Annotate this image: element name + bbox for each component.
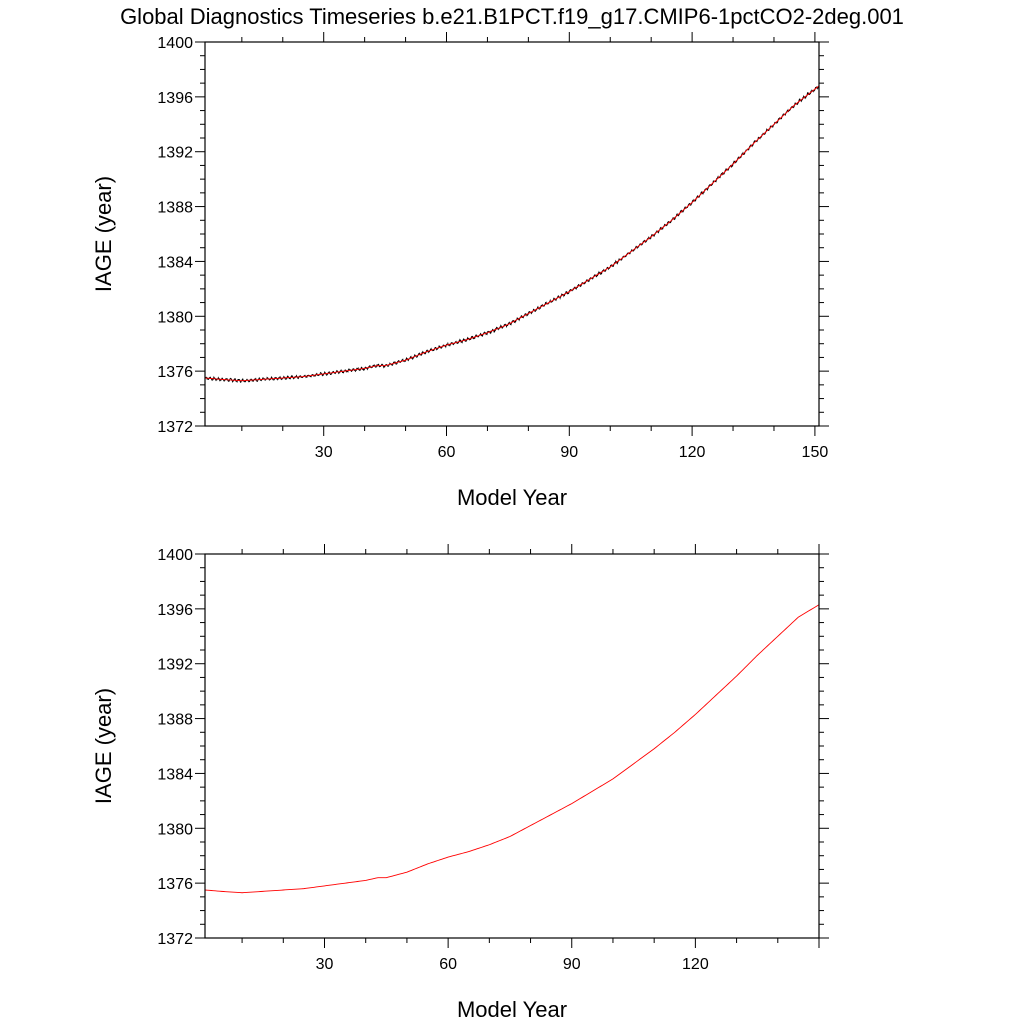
- bottom-y-tick-label: 1384: [157, 766, 193, 783]
- top-series-line-0: [204, 85, 820, 382]
- top-x-tick-label: 120: [679, 444, 706, 461]
- chart-title: Global Diagnostics Timeseries b.e21.B1PC…: [120, 4, 904, 29]
- bottom-y-tick-label: 1380: [157, 821, 193, 838]
- bottom-x-tick-label: 120: [682, 956, 709, 973]
- top-x-tick-label: 150: [802, 444, 829, 461]
- bottom-y-tick-label: 1396: [157, 602, 193, 619]
- top-y-tick-label: 1396: [157, 90, 193, 107]
- bottom-y-axis-title: IAGE (year): [91, 688, 116, 804]
- bottom-x-tick-label: 30: [316, 956, 334, 973]
- top-plot-frame: [204, 41, 820, 427]
- bottom-y-tick-label: 1400: [157, 547, 193, 564]
- top-panel: 1400 1396 1392 1388 1384 1380 1376 1372 30 60 90 12…: [91, 32, 829, 510]
- bottom-panel: 1400 1396 1392 1388 1384 1380 1376 1372 30 60 90 12…: [91, 544, 829, 1022]
- top-x-tick-label: 90: [560, 444, 578, 461]
- top-ticks-layer: 1400 1396 1392 1388 1384 1380 1376 1372 30 60 90 12…: [157, 32, 829, 461]
- top-y-tick-label: 1388: [157, 200, 193, 217]
- bottom-x-axis-title: Model Year: [457, 997, 567, 1022]
- bottom-x-tick-label: 60: [439, 956, 457, 973]
- top-x-axis-title: Model Year: [457, 485, 567, 510]
- bottom-series-line-0: [204, 604, 820, 894]
- top-series-layer: [204, 85, 820, 383]
- top-y-tick-label: 1380: [157, 309, 193, 326]
- bottom-y-tick-label: 1376: [157, 876, 193, 893]
- top-y-tick-label: 1384: [157, 254, 193, 271]
- top-monthly-line: [204, 85, 820, 383]
- top-x-tick-label: 60: [438, 444, 456, 461]
- bottom-series-layer: [204, 604, 820, 894]
- bottom-y-tick-label: 1372: [157, 931, 193, 948]
- top-y-axis-title: IAGE (year): [91, 176, 116, 292]
- bottom-plot-frame: [204, 553, 820, 939]
- bottom-ticks-layer: 1400 1396 1392 1388 1384 1380 1376 1372 30 60 90 12…: [157, 544, 829, 973]
- bottom-y-tick-label: 1392: [157, 657, 193, 674]
- top-y-tick-label: 1376: [157, 364, 193, 381]
- top-y-tick-label: 1372: [157, 419, 193, 436]
- top-y-tick-label: 1400: [157, 35, 193, 52]
- bottom-y-tick-label: 1388: [157, 712, 193, 729]
- top-x-tick-label: 30: [315, 444, 333, 461]
- bottom-x-tick-label: 90: [563, 956, 581, 973]
- top-y-tick-label: 1392: [157, 145, 193, 162]
